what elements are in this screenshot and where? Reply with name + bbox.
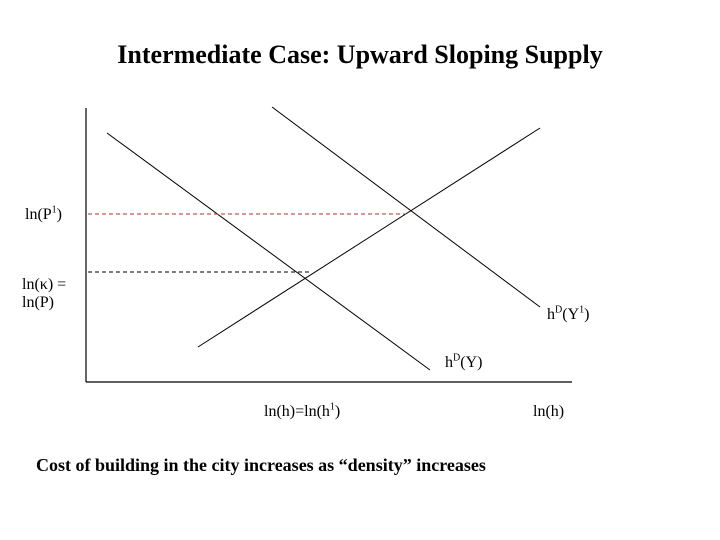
hdy1-label: hD(Y1) — [547, 304, 590, 323]
diagram-caption: Cost of building in the city increases a… — [36, 455, 486, 475]
hdy-label: hD(Y) — [445, 352, 483, 371]
supply-curve — [197, 127, 541, 348]
demand-curve-hdy — [106, 132, 431, 371]
p1-label: ln(P1) — [25, 204, 62, 223]
h1-axis-label: ln(h)=ln(h1) — [264, 401, 341, 420]
kappa-label: ln(κ) = ln(P) — [22, 276, 67, 311]
x-axis-label: ln(h) — [533, 403, 565, 420]
diagram-title: Intermediate Case: Upward Sloping Supply — [117, 40, 603, 69]
demand-curve-hdy1 — [271, 106, 541, 308]
